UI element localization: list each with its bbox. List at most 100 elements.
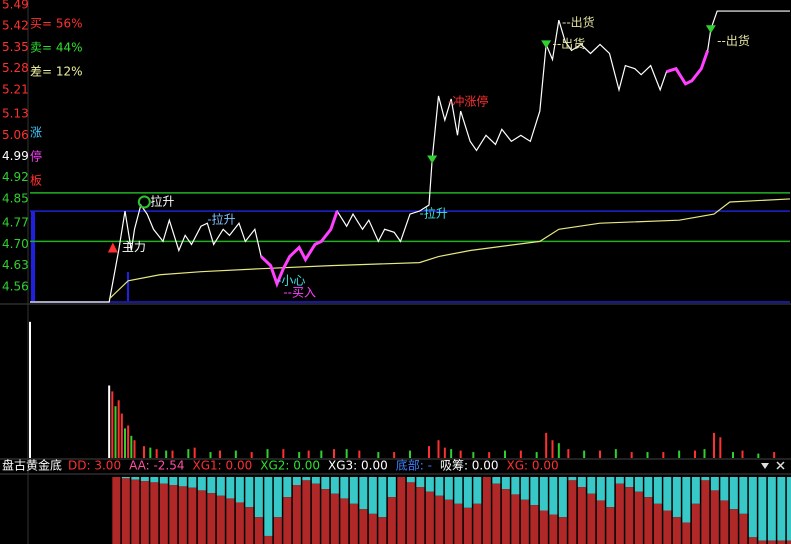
- indicator-rest: [748, 477, 757, 538]
- indicator-bar: [359, 509, 368, 544]
- volume-bar: [472, 452, 475, 458]
- range-bar: [31, 211, 35, 301]
- volume-bar: [757, 453, 760, 458]
- volume-bar: [133, 440, 136, 458]
- collapse-icon[interactable]: [761, 463, 769, 469]
- indicator-rest: [131, 477, 140, 480]
- volume-bar: [143, 446, 145, 458]
- indicator-rest: [777, 477, 786, 541]
- indicator-bar: [340, 498, 349, 544]
- signal-arrow: [541, 40, 552, 49]
- indicator-rest: [558, 477, 567, 518]
- indicator-bar: [226, 498, 235, 544]
- indicator-bar: [349, 503, 358, 544]
- indicator-bar: [520, 499, 529, 544]
- volume-bar: [545, 432, 548, 458]
- indicator-bar: [663, 510, 672, 544]
- volume-bar: [630, 452, 633, 458]
- indicator-rest: [368, 477, 377, 514]
- indicator-rest: [710, 477, 719, 491]
- indicator-rest: [473, 477, 482, 504]
- indicator-rest: [568, 477, 577, 481]
- volume-bar: [171, 450, 174, 458]
- volume-bar: [219, 450, 221, 458]
- indicator-bar: [587, 493, 596, 544]
- indicator-rest: [226, 477, 235, 499]
- y-tick-label: 5.49: [2, 0, 29, 12]
- indicator-readout: AA: -2.54: [129, 459, 184, 473]
- volume-bar: [694, 450, 696, 458]
- annotation-marker: [107, 242, 118, 253]
- stat-label: 卖= 44%: [30, 41, 83, 55]
- volume-bar: [117, 400, 120, 458]
- volume-bar: [719, 437, 722, 458]
- indicator-bar: [435, 495, 444, 544]
- volume-bar: [437, 440, 440, 458]
- indicator-bar: [454, 503, 463, 544]
- indicator-bar: [682, 522, 691, 544]
- volume-bar: [662, 452, 665, 458]
- indicator-bar: [777, 540, 786, 544]
- indicator-bar: [596, 500, 605, 544]
- side-label: 涨: [30, 125, 42, 140]
- indicator-rest: [701, 477, 710, 481]
- volume-bar: [393, 452, 396, 458]
- indicator-rest: [596, 477, 605, 501]
- signal-arrow: [705, 25, 716, 34]
- indicator-rest: [150, 477, 159, 483]
- indicator-rest: [207, 477, 216, 494]
- indicator-rest: [720, 477, 729, 501]
- annotation: 拉升: [150, 193, 174, 208]
- y-tick-label: 5.35: [2, 40, 29, 54]
- indicator-bar: [549, 514, 558, 544]
- indicator-bar: [131, 479, 140, 544]
- volume-bar: [443, 447, 446, 458]
- volume-bar: [504, 450, 506, 458]
- indicator-bar: [634, 491, 643, 544]
- indicator-rest: [273, 477, 282, 518]
- y-tick-label: 5.28: [2, 61, 29, 75]
- y-tick-label: 5.06: [2, 128, 29, 142]
- annotation: -小心: [277, 273, 305, 287]
- indicator-bar: [264, 535, 273, 544]
- price-line: [30, 10, 790, 303]
- indicator-rest: [520, 477, 529, 500]
- volume-bar: [345, 449, 348, 458]
- close-icon[interactable]: [776, 461, 785, 470]
- y-tick-label: 5.42: [2, 19, 29, 33]
- indicator-bar: [501, 489, 510, 544]
- volume-bar: [557, 443, 560, 458]
- volume-bar: [428, 446, 430, 458]
- annotation: 主力: [122, 240, 146, 254]
- indicator-bar: [378, 517, 387, 544]
- volume-bar: [567, 449, 570, 458]
- y-tick-label: 4.56: [2, 279, 29, 293]
- indicator-rest: [672, 477, 681, 518]
- volume-bar: [535, 452, 538, 458]
- indicator-rest: [663, 477, 672, 511]
- indicator-rest: [539, 477, 548, 511]
- indicator-rest: [644, 477, 653, 498]
- indicator-bar: [245, 507, 254, 544]
- indicator-bar: [273, 517, 282, 544]
- side-label: 板: [30, 174, 42, 188]
- indicator-bar: [701, 480, 710, 544]
- indicator-readout: XG: 0.00: [507, 459, 559, 473]
- indicator-bar: [302, 480, 311, 544]
- volume-bar: [108, 385, 111, 458]
- volume-bar: [741, 450, 744, 458]
- indicator-rest: [425, 477, 434, 492]
- indicator-readout: 吸筹: 0.00: [440, 459, 499, 473]
- indicator-bar: [625, 487, 634, 544]
- indicator-rest: [283, 477, 292, 498]
- indicator-rest: [786, 477, 791, 541]
- indicator-rest: [682, 477, 691, 523]
- indicator-rest: [302, 477, 311, 481]
- volume-bar: [127, 425, 130, 458]
- indicator-bar: [197, 490, 206, 544]
- volume-bar: [193, 447, 196, 458]
- volume-bar: [250, 452, 253, 458]
- volume-bar: [307, 450, 310, 458]
- indicator-bar: [112, 477, 121, 544]
- volume-bar: [130, 435, 133, 458]
